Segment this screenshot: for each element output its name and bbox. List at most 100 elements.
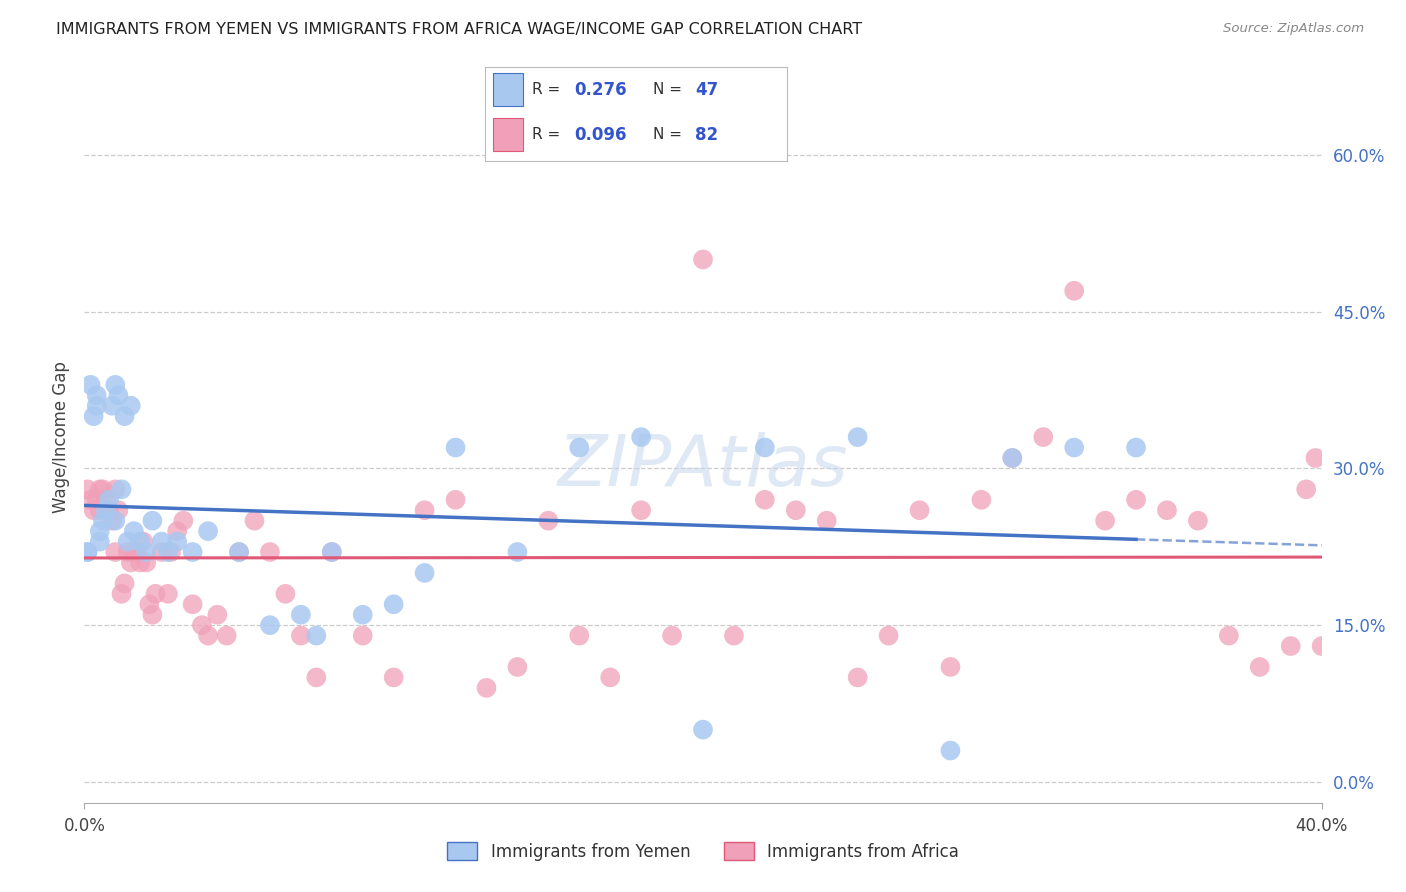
Point <box>91 514 114 528</box>
Point <box>444 492 467 507</box>
Point <box>166 534 188 549</box>
Point <box>89 483 111 497</box>
Point <box>305 670 328 684</box>
Point <box>1001 450 1024 465</box>
Point <box>1125 441 1147 455</box>
Point <box>599 670 621 684</box>
Point <box>1063 441 1085 455</box>
Point <box>160 545 183 559</box>
Text: R =: R = <box>531 82 565 97</box>
Point <box>197 629 219 643</box>
Text: 82: 82 <box>695 126 718 144</box>
Text: ZIPAtlas: ZIPAtlas <box>558 432 848 500</box>
Point <box>1372 514 1395 528</box>
Point <box>156 545 179 559</box>
Point <box>1403 639 1406 653</box>
Point <box>101 514 124 528</box>
Point <box>129 556 152 570</box>
Point <box>76 545 98 559</box>
Point <box>197 524 219 538</box>
Point <box>110 587 132 601</box>
Point <box>1326 483 1348 497</box>
Text: 0.276: 0.276 <box>574 81 627 99</box>
Point <box>382 670 405 684</box>
Point <box>321 545 343 559</box>
Point <box>537 514 560 528</box>
Point <box>1187 514 1209 528</box>
Point <box>413 503 436 517</box>
Bar <box>492 73 523 106</box>
Point <box>98 492 121 507</box>
Point <box>274 587 297 601</box>
Point <box>104 483 127 497</box>
Point <box>754 492 776 507</box>
Point <box>191 618 214 632</box>
Point <box>723 629 745 643</box>
Point <box>908 503 931 517</box>
Point <box>413 566 436 580</box>
Point <box>228 545 250 559</box>
Point <box>1063 284 1085 298</box>
Point <box>305 629 328 643</box>
Point <box>1310 639 1333 653</box>
Text: N =: N = <box>652 82 686 97</box>
Point <box>1279 639 1302 653</box>
Point <box>125 545 148 559</box>
Point <box>172 514 194 528</box>
Point <box>122 524 145 538</box>
Point <box>83 409 105 424</box>
Point <box>1125 492 1147 507</box>
Point <box>1218 629 1240 643</box>
Point <box>114 576 136 591</box>
Point <box>1156 503 1178 517</box>
Point <box>1001 450 1024 465</box>
Point <box>970 492 993 507</box>
Point <box>243 514 266 528</box>
Point <box>259 618 281 632</box>
Point <box>141 607 163 622</box>
Point <box>1341 503 1364 517</box>
Point <box>846 670 869 684</box>
Point <box>76 483 98 497</box>
Point <box>939 743 962 757</box>
Point <box>290 607 312 622</box>
Point <box>129 534 152 549</box>
Point <box>630 430 652 444</box>
Point <box>166 524 188 538</box>
Point <box>939 660 962 674</box>
Point <box>1032 430 1054 444</box>
Point <box>352 629 374 643</box>
Bar <box>492 119 523 152</box>
Point <box>156 587 179 601</box>
Point <box>181 597 204 611</box>
Point <box>117 545 139 559</box>
Point <box>89 534 111 549</box>
Text: IMMIGRANTS FROM YEMEN VS IMMIGRANTS FROM AFRICA WAGE/INCOME GAP CORRELATION CHAR: IMMIGRANTS FROM YEMEN VS IMMIGRANTS FROM… <box>56 22 862 37</box>
Point <box>120 556 142 570</box>
Point <box>321 545 343 559</box>
Point <box>141 514 163 528</box>
Point <box>104 377 127 392</box>
Text: 47: 47 <box>695 81 718 99</box>
Point <box>1305 450 1327 465</box>
Point <box>692 723 714 737</box>
Point <box>785 503 807 517</box>
Point <box>661 629 683 643</box>
Point <box>86 388 108 402</box>
Point <box>1249 660 1271 674</box>
Point <box>150 545 173 559</box>
Point <box>150 534 173 549</box>
Point <box>207 607 229 622</box>
Point <box>352 607 374 622</box>
Point <box>83 503 105 517</box>
Point <box>692 252 714 267</box>
Point <box>89 524 111 538</box>
Point <box>110 483 132 497</box>
Point <box>568 629 591 643</box>
Point <box>506 545 529 559</box>
Point <box>104 514 127 528</box>
Text: Source: ZipAtlas.com: Source: ZipAtlas.com <box>1223 22 1364 36</box>
Point <box>135 545 157 559</box>
Point <box>107 388 129 402</box>
Point <box>145 587 167 601</box>
